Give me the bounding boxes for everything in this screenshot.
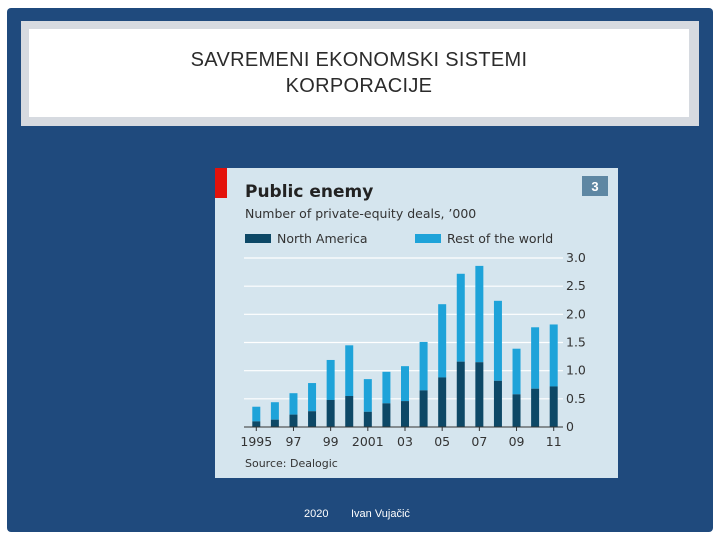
bar-north-america [531, 388, 540, 427]
bar-rest-of-world [345, 345, 354, 397]
x-tick-label: 2001 [352, 434, 384, 449]
x-tick-label: 09 [509, 434, 525, 449]
bar-north-america [456, 361, 465, 427]
chart-source: Source: Dealogic [245, 457, 338, 470]
bar-rest-of-world [419, 341, 428, 391]
chart-number-badge: 3 [582, 176, 608, 196]
y-tick-label: 0 [566, 419, 574, 434]
bar-north-america [326, 399, 335, 427]
bar-rest-of-world [456, 273, 465, 362]
bar-rest-of-world [363, 379, 372, 412]
bar-rest-of-world [252, 406, 261, 422]
bar-rest-of-world [531, 327, 540, 389]
footer-year: 2020 [304, 508, 329, 520]
y-tick-label: 3.0 [566, 250, 586, 265]
bar-north-america [475, 362, 484, 427]
bar-rest-of-world [549, 324, 558, 387]
bar-rest-of-world [326, 359, 335, 400]
bar-rest-of-world [438, 304, 447, 378]
x-tick-label: 05 [434, 434, 450, 449]
chart-title: Public enemy [245, 182, 374, 202]
bar-north-america [549, 386, 558, 427]
y-tick-label: 1.0 [566, 363, 586, 378]
title-box: SAVREMENI EKONOMSKI SISTEMI KORPORACIJE [29, 29, 689, 117]
bar-rest-of-world [289, 393, 298, 415]
bar-north-america [382, 403, 391, 427]
bar-rest-of-world [308, 383, 317, 412]
footer-author: Ivan Vujačić [351, 508, 410, 520]
bar-north-america [252, 421, 261, 427]
bar-north-america [401, 401, 409, 427]
bar-north-america [419, 390, 428, 427]
bar-chart: 0 0.5 1.0 1.5 2.0 2.5 3.0 1995 97 99 2001 03 05 07 09 1… [240, 250, 586, 449]
x-tick-label: 11 [546, 434, 562, 449]
bar-north-america [308, 411, 317, 427]
x-tick-label: 07 [471, 434, 487, 449]
bar-rest-of-world [401, 366, 409, 402]
bar-rest-of-world [270, 402, 279, 420]
legend-north-america: North America [245, 231, 368, 246]
y-tick-label: 1.5 [566, 335, 586, 350]
y-tick-label: 2.5 [566, 278, 586, 293]
x-tick-label: 03 [397, 434, 413, 449]
bar-north-america [512, 394, 521, 427]
y-tick-label: 0.5 [566, 391, 586, 406]
x-tick-label: 1995 [240, 434, 272, 449]
bar-north-america [289, 414, 298, 427]
x-tick-label: 97 [286, 434, 302, 449]
legend-swatch-north-america [245, 234, 271, 243]
bar-north-america [363, 411, 372, 427]
chart-subtitle: Number of private-equity deals, ’000 [245, 206, 477, 221]
legend-rest-of-world: Rest of the world [415, 231, 553, 246]
slide-title-line2: KORPORACIJE [285, 75, 433, 97]
bar-north-america [438, 377, 447, 427]
bar-north-america [270, 419, 279, 427]
legend-swatch-rest-of-world [415, 234, 441, 243]
chart-figure: 3 Public enemy Number of private-equity … [215, 168, 618, 478]
bar-rest-of-world [475, 265, 484, 363]
legend-label-rest-of-world: Rest of the world [447, 231, 554, 246]
y-tick-label: 2.0 [566, 306, 586, 321]
bar-north-america [345, 396, 354, 427]
bar-rest-of-world [512, 348, 521, 395]
slide-title-line1: SAVREMENI EKONOMSKI SISTEMI [190, 49, 528, 71]
bar-north-america [493, 380, 502, 427]
x-tick-label: 99 [323, 434, 339, 449]
legend-label-north-america: North America [277, 231, 368, 246]
bar-rest-of-world [382, 371, 391, 404]
bar-rest-of-world [493, 300, 502, 381]
red-accent-tab [215, 168, 227, 198]
